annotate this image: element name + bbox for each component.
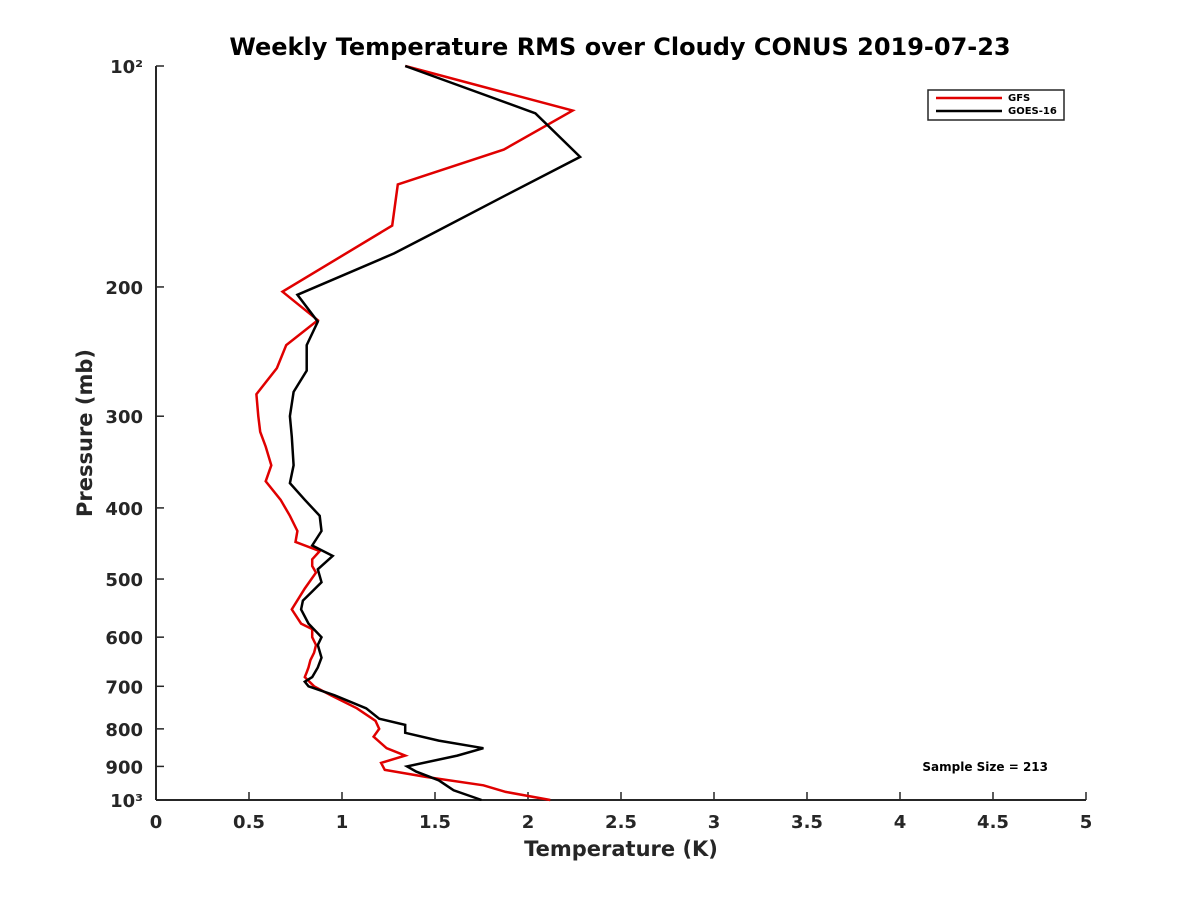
- x-tick-label: 0.5: [233, 812, 265, 833]
- x-tick-label: 3.5: [791, 812, 823, 833]
- x-tick-label: 1.5: [419, 812, 451, 833]
- y-tick-label: 200: [105, 278, 143, 299]
- series-group: [255, 64, 583, 802]
- x-tick-label: 2: [522, 812, 535, 833]
- y-tick-label: 300: [105, 407, 143, 428]
- y-tick-label: 400: [105, 499, 143, 520]
- legend-label-gfs: GFS: [1008, 93, 1030, 104]
- x-tick-label: 1: [336, 812, 349, 833]
- x-tick-label: 0: [150, 812, 163, 833]
- series-line-goes-16: [288, 64, 583, 802]
- sample-size-annotation: Sample Size = 213: [922, 760, 1048, 774]
- legend: GFS GOES-16: [927, 89, 1065, 121]
- y-ticks: 10² 200 300 400 500 600 700 800 900 10³: [105, 57, 164, 812]
- x-tick-label: 4.5: [977, 812, 1009, 833]
- x-tick-label: 4: [894, 812, 907, 833]
- y-tick-label: 700: [105, 677, 143, 698]
- x-ticks: 0 0.5 1 1.5 2 2.5 3 3.5 4 4.5 5: [150, 792, 1093, 833]
- y-tick-label: 900: [105, 757, 143, 778]
- series-line-gfs: [255, 64, 576, 802]
- x-tick-label: 2.5: [605, 812, 637, 833]
- legend-box: [927, 89, 1065, 121]
- chart-title: Weekly Temperature RMS over Cloudy CONUS…: [229, 33, 1010, 61]
- x-tick-label: 5: [1080, 812, 1093, 833]
- y-tick-label: 10³: [110, 791, 143, 812]
- y-tick-label: 500: [105, 570, 143, 591]
- legend-label-goes-16: GOES-16: [1008, 106, 1057, 117]
- x-tick-label: 3: [708, 812, 721, 833]
- x-axis-label: Temperature (K): [524, 837, 718, 861]
- y-tick-label: 600: [105, 628, 143, 649]
- y-tick-label: 800: [105, 720, 143, 741]
- y-tick-label: 10²: [110, 57, 143, 78]
- y-axis-label: Pressure (mb): [73, 349, 97, 517]
